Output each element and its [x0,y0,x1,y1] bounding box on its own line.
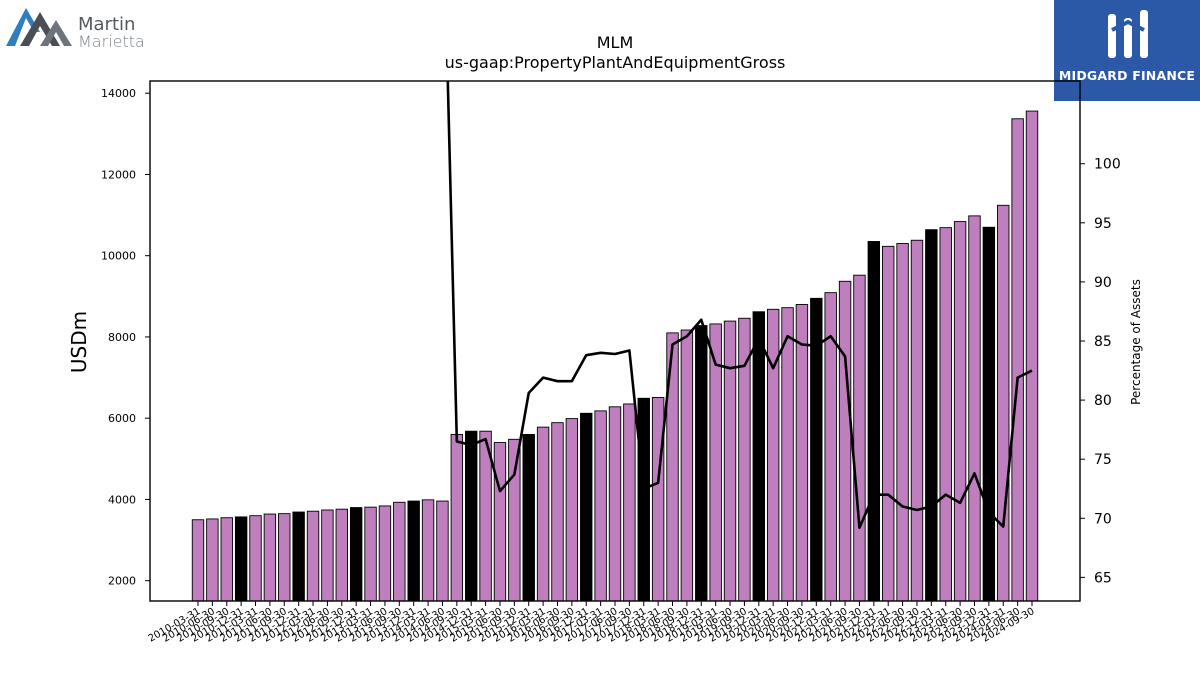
bar [651,397,665,602]
midgard-brand-text: MIDGARD FINANCE [1058,68,1196,83]
bar [594,410,607,602]
y-tick-label: 6000 [108,412,136,425]
y2-tick-label: 70 [1094,511,1112,527]
midgard-finance-logo: MIDGARD FINANCE [1054,0,1200,101]
bar [925,229,938,602]
bar [795,303,809,602]
bar [292,511,305,602]
bar [421,499,435,602]
logo-text-line2: Marietta [78,32,145,51]
bar [580,412,593,602]
y2-tick-label: 85 [1094,334,1112,350]
y2-tick-label: 100 [1094,157,1121,173]
logo-text-line1: Martin [78,14,136,35]
bar [335,508,348,602]
y-tick-label: 2000 [108,575,136,588]
midgard-emblem-icon [1108,10,1148,58]
bar [407,500,420,602]
bar [493,442,507,602]
bar [450,433,464,602]
y-tick-label: 12000 [101,168,136,181]
bar [263,513,277,602]
bar [393,501,406,602]
bar [565,418,579,602]
y2-tick-label: 90 [1094,275,1112,291]
bar [968,215,981,602]
y-axis-label: USDm [67,311,91,373]
bar [278,513,291,602]
bar [853,274,866,602]
y2-tick-label: 75 [1094,452,1112,468]
line-series [446,81,1033,530]
chart-subtitle: us-gaap:PropertyPlantAndEquipmentGross [445,53,786,72]
bar [436,500,449,602]
bar [723,320,737,602]
y2-tick-label: 80 [1094,393,1112,409]
bar [752,311,765,602]
bar [939,227,952,602]
bar [206,518,219,602]
y2-tick-label: 95 [1094,216,1112,232]
bar [306,510,320,602]
bar [982,226,996,602]
y-tick-label: 8000 [108,331,136,344]
y-tick-label: 14000 [101,87,136,100]
bar [234,516,248,602]
bar [349,507,363,602]
bar [910,239,924,602]
bar [766,308,780,602]
bar [781,307,794,602]
bar [536,426,550,602]
chart-title: MLM [597,33,634,52]
bar [551,422,564,602]
bar [364,506,377,602]
bar [1025,110,1039,602]
martin-marietta-logo: Martin Marietta [6,4,156,51]
y-tick-label: 4000 [108,493,136,506]
y2-tick-label: 65 [1094,570,1112,586]
bar [623,403,636,602]
bar [896,243,909,602]
mountain-icon [6,8,72,46]
axes: 2000 4000 6000 8000 10000 12000 14000 65 70 75 80 8… [101,80,1121,645]
bar [608,406,622,602]
bar [882,245,895,602]
bar [508,438,521,602]
bar [522,433,535,602]
line-path [446,81,1033,530]
bar [997,204,1010,602]
y2-axis-label: Percentage of Assets [1129,279,1143,405]
bar [838,280,852,602]
bar-series [191,110,1039,602]
bar [249,515,262,602]
bar [191,519,205,602]
y-tick-label: 10000 [101,250,136,263]
bar [1011,118,1024,602]
bar [953,221,967,602]
bar [220,517,233,602]
bar [637,397,650,602]
bar [321,509,334,602]
bar [867,241,881,602]
bar [680,329,694,602]
bar [378,505,392,602]
bar [465,430,478,602]
bar [695,325,708,602]
